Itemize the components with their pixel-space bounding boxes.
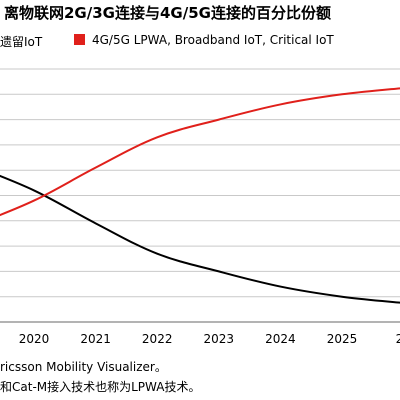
legend-item-modern-iot: 4G/5G LPWA, Broadband IoT, Critical IoT <box>74 33 334 47</box>
chart-title: 离物联网2G/3G连接与4G/5G连接的百分比份额 <box>4 4 331 22</box>
x-tick-label: 20 <box>396 332 400 346</box>
x-tick-label: 2021 <box>80 332 111 346</box>
x-tick-label: 2023 <box>204 332 235 346</box>
x-tick-label: 2022 <box>142 332 173 346</box>
x-tick-label: 2024 <box>265 332 296 346</box>
x-tick-label: 2020 <box>19 332 50 346</box>
legend-swatch-red <box>74 34 85 45</box>
legend-label-legacy-iot: 遗留IoT <box>0 35 43 49</box>
footnote-source: ricsson Mobility Visualizer。 <box>0 360 167 374</box>
footnote-lpwa-note: 和Cat-M接入技术也称为LPWA技术。 <box>0 380 201 394</box>
line-chart: 2020 2021 2022 2023 2024 2025 20 <box>0 68 400 346</box>
legend-item-legacy-iot: 遗留IoT <box>0 33 42 50</box>
series-line-modern-iot <box>0 87 400 217</box>
series-line-legacy-iot <box>0 174 400 304</box>
legend-label-modern-iot: 4G/5G LPWA, Broadband IoT, Critical IoT <box>92 33 334 47</box>
x-tick-label: 2025 <box>327 332 358 346</box>
